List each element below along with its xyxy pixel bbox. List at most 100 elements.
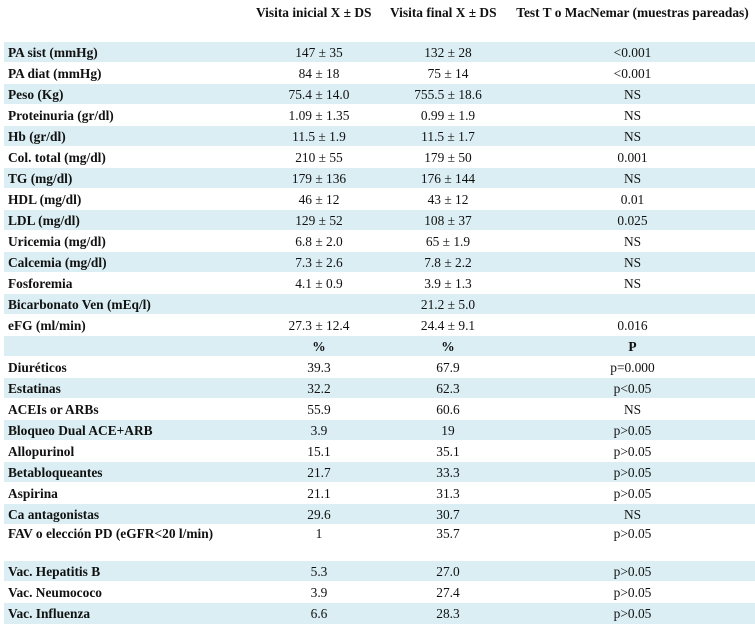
row-label: Fosforemia [4,272,252,294]
p-value [510,293,755,315]
table-row: eFG (ml/min) 27.3 ± 12.4 24.4 ± 9.1 0.016 [4,314,755,336]
visita-inicial-value: 11.5 ± 1.9 [252,125,386,147]
p-value: p=0.000 [510,356,755,378]
results-table: Visita inicial X ± DS Visita final X ± D… [4,4,755,624]
visita-final-value: 43 ± 12 [386,188,510,210]
table-row: HDL (mg/dl) 46 ± 12 43 ± 12 0.01 [4,188,755,210]
table-row: Vac. Hepatitis B 5.3 27.0 p>0.05 [4,560,755,582]
row-label: Ca antagonistas [4,503,252,525]
table-header-row: Visita inicial X ± DS Visita final X ± D… [4,4,755,42]
row-label: Allopurinol [4,440,252,462]
visita-final-value: 30.7 [386,503,510,525]
table-row: Fosforemia 4.1 ± 0.9 3.9 ± 1.3 NS [4,272,755,294]
row-label: Bicarbonato Ven (mEq/l) [4,293,252,315]
visita-final-value: 179 ± 50 [386,146,510,168]
row-label: Hb (gr/dl) [4,125,252,147]
row-label: PA diat (mmHg) [4,62,252,84]
visita-inicial-value: 46 ± 12 [252,188,386,210]
visita-final-value: 11.5 ± 1.7 [386,125,510,147]
p-value: NS [510,251,755,273]
row-label: TG (mg/dl) [4,167,252,189]
visita-final-value: 28.3 [386,602,510,624]
visita-final-value: 35.7 [386,524,510,561]
table-row: Uricemia (mg/dl) 6.8 ± 2.0 65 ± 1.9 NS [4,230,755,252]
visita-inicial-value: 6.8 ± 2.0 [252,230,386,252]
row-label: Proteinuria (gr/dl) [4,104,252,126]
p-value: <0.001 [510,41,755,63]
table-row: ACEIs or ARBs 55.9 60.6 NS [4,398,755,420]
table-row: Estatinas 32.2 62.3 p<0.05 [4,377,755,399]
table-row: Hb (gr/dl) 11.5 ± 1.9 11.5 ± 1.7 NS [4,125,755,147]
subheader-cell: % [386,335,510,357]
p-value: 0.016 [510,314,755,336]
row-label: Vac. Hepatitis B [4,560,252,582]
visita-inicial-value: 129 ± 52 [252,209,386,231]
visita-final-value: 755.5 ± 18.6 [386,83,510,105]
visita-final-value: 176 ± 144 [386,167,510,189]
row-label: Diuréticos [4,356,252,378]
visita-inicial-value: 39.3 [252,356,386,378]
p-value: p>0.05 [510,461,755,483]
p-value: p>0.05 [510,524,755,561]
row-label: LDL (mg/dl) [4,209,252,231]
p-value: NS [510,230,755,252]
row-label: Col. total (mg/dl) [4,146,252,168]
p-value: <0.001 [510,62,755,84]
visita-final-value: 0.99 ± 1.9 [386,104,510,126]
row-label: Vac. Neumococo [4,581,252,603]
p-value: NS [510,272,755,294]
header-visita-inicial: Visita inicial X ± DS [256,5,372,20]
visita-final-value: 108 ± 37 [386,209,510,231]
visita-inicial-value: 179 ± 136 [252,167,386,189]
table-row: FAV o elección PD (eGFR<20 l/min) 1 35.7 p>… [4,524,755,561]
row-label: Peso (Kg) [4,83,252,105]
p-value: NS [510,125,755,147]
table-row: Betabloqueantes 21.7 33.3 p>0.05 [4,461,755,483]
visita-inicial-value: 6.6 [252,602,386,624]
p-value: 0.001 [510,146,755,168]
visita-inicial-value: 5.3 [252,560,386,582]
subheader-row: %% P [4,335,755,357]
visita-final-value: 65 ± 1.9 [386,230,510,252]
p-value: 0.01 [510,188,755,210]
p-value: 0.025 [510,209,755,231]
row-label: Betabloqueantes [4,461,252,483]
subheader-cell: P [510,335,755,357]
p-value: p>0.05 [510,560,755,582]
p-value: p>0.05 [510,581,755,603]
visita-final-value: 3.9 ± 1.3 [386,272,510,294]
table-row: Calcemia (mg/dl) 7.3 ± 2.6 7.8 ± 2.2 NS [4,251,755,273]
visita-inicial-value: 210 ± 55 [252,146,386,168]
visita-final-value: 62.3 [386,377,510,399]
visita-final-value: 132 ± 28 [386,41,510,63]
p-value: p>0.05 [510,419,755,441]
table-row: Diuréticos 39.3 67.9 p=0.000 [4,356,755,378]
visita-inicial-value: 15.1 [252,440,386,462]
visita-final-value: 31.3 [386,482,510,504]
table-row: Bloqueo Dual ACE+ARB 3.9 19 p>0.05 [4,419,755,441]
table-row: Vac. Neumococo 3.9 27.4 p>0.05 [4,581,755,603]
visita-inicial-value: 1.09 ± 1.35 [252,104,386,126]
visita-final-value: 7.8 ± 2.2 [386,251,510,273]
row-label: Bloqueo Dual ACE+ARB [4,419,252,441]
row-label: FAV o elección PD (eGFR<20 l/min) [4,524,252,561]
header-empty-cell [4,4,252,42]
visita-final-value: 27.4 [386,581,510,603]
p-value: p>0.05 [510,602,755,624]
table-row: PA diat (mmHg) 84 ± 18 75 ± 14 <0.001 [4,62,755,84]
visita-inicial-value: 3.9 [252,419,386,441]
row-label: Calcemia (mg/dl) [4,251,252,273]
visita-inicial-value: 4.1 ± 0.9 [252,272,386,294]
visita-final-value: 67.9 [386,356,510,378]
visita-inicial-value: 84 ± 18 [252,62,386,84]
visita-inicial-value: 55.9 [252,398,386,420]
row-label: Vac. Influenza [4,602,252,624]
visita-inicial-value: 7.3 ± 2.6 [252,251,386,273]
visita-final-value: 33.3 [386,461,510,483]
p-value: NS [510,104,755,126]
subheader-cell [4,335,252,357]
table-row: Vac. Influenza 6.6 28.3 p>0.05 [4,602,755,624]
visita-final-value: 21.2 ± 5.0 [386,293,510,315]
row-label: Aspirina [4,482,252,504]
visita-inicial-value: 29.6 [252,503,386,525]
